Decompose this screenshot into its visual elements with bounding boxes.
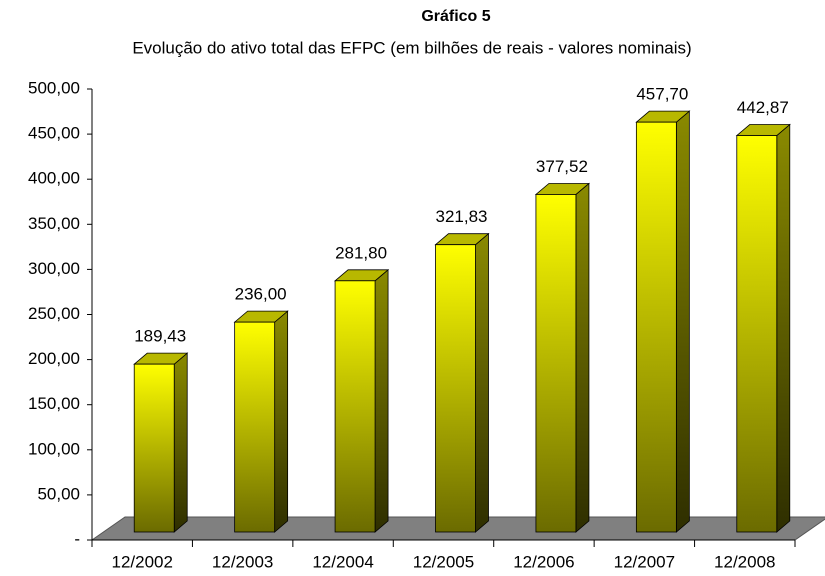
bar-front: [435, 244, 476, 533]
bar-front: [334, 280, 376, 533]
bar-side: [374, 268, 389, 533]
y-tick-label: 400,00: [28, 169, 80, 188]
bar-front: [133, 363, 175, 533]
bar: [735, 123, 791, 533]
bar-side: [575, 182, 590, 533]
x-tick-label: 12/2006: [513, 552, 574, 571]
bar: [635, 110, 691, 533]
value-label: 442,87: [737, 98, 789, 117]
value-label: 189,43: [134, 327, 186, 346]
chart-title: Gráfico 5: [421, 8, 490, 25]
y-tick-label: 500,00: [28, 78, 80, 97]
value-label: 377,52: [536, 157, 588, 176]
bar-front: [736, 135, 778, 533]
y-tick-label: 150,00: [28, 394, 80, 413]
y-tick-label: 250,00: [28, 304, 80, 323]
bar-side: [173, 352, 188, 533]
x-tick-label: 12/2004: [312, 552, 373, 571]
bar-front: [234, 321, 276, 533]
x-tick-label: 12/2008: [714, 552, 775, 571]
y-tick-label: 50,00: [37, 484, 80, 503]
bar: [333, 268, 390, 533]
bar: [434, 232, 490, 533]
bar-side: [274, 310, 289, 533]
bar-side: [776, 123, 791, 533]
x-tick-label: 12/2003: [212, 552, 273, 571]
y-tick-label: -: [74, 529, 80, 548]
y-tick-label: 350,00: [28, 214, 80, 233]
bar-side: [675, 110, 690, 533]
x-tick-label: 12/2007: [614, 552, 675, 571]
bar: [233, 310, 289, 533]
x-tick-label: 12/2002: [111, 552, 172, 571]
x-tick-label: 12/2005: [413, 552, 474, 571]
y-tick-label: 100,00: [28, 439, 80, 458]
value-label: 457,70: [636, 85, 688, 104]
value-label: 236,00: [235, 285, 287, 304]
bar-front: [635, 121, 677, 533]
bar: [534, 182, 591, 533]
y-tick-label: 200,00: [28, 349, 80, 368]
bar-side: [475, 232, 489, 533]
value-label: 321,83: [436, 207, 488, 226]
y-tick-label: 450,00: [28, 124, 80, 143]
bar: [133, 352, 189, 533]
chart-subtitle: Evolução do ativo total das EFPC (em bil…: [132, 38, 691, 57]
bar-front: [535, 194, 577, 533]
y-tick-label: 300,00: [28, 259, 80, 278]
value-label: 281,80: [335, 243, 387, 262]
